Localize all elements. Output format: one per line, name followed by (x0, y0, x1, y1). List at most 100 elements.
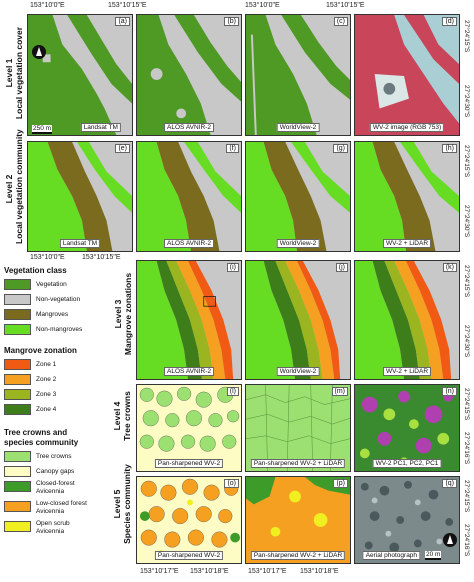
lon-label: 153°10'15"E (82, 254, 121, 261)
image-panel-n: (n) WV-2 PC1, PC2, PC1 (354, 384, 460, 472)
lat-label: 27°24'30"S (463, 85, 470, 118)
map-panel-o: (o) Pan-sharpened WV-2 (136, 476, 242, 564)
lon-label: 153°10'0"E (245, 2, 280, 9)
panel-caption: Landsat TM (59, 239, 101, 248)
panel-caption: Pan-sharpened WV-2 (154, 459, 224, 468)
legend-label: Non-vegetation (36, 296, 81, 303)
level-4-title: Level 4 Tree crowns (112, 391, 132, 441)
panel-caption: WV-2 + LiDAR (382, 239, 432, 248)
panel-label: (q) (442, 479, 457, 488)
panel-label: (g) (333, 144, 348, 153)
level-1-title: Level 1 Local vegetation cover (4, 26, 24, 120)
panel-label: (o) (224, 479, 239, 488)
panel-label: (p) (333, 479, 348, 488)
lon-label: 153°10'15"E (326, 2, 365, 9)
legend-label: Zone 2 (36, 376, 57, 383)
panel-caption: Pan-sharpened WV-2 + LiDAR (250, 459, 346, 468)
lat-label: 27°24'15"S (463, 388, 470, 421)
legend-label: Closed-forest Avicennia (36, 480, 75, 495)
panel-caption: WorldView-2 (276, 239, 320, 248)
map-panel-b: (b) ALOS AVNIR-2 (136, 14, 242, 136)
panel-caption: WV-2 + LiDAR (382, 367, 432, 376)
legend-swatch (4, 359, 31, 370)
panel-label: (c) (333, 17, 348, 26)
panel-label: (l) (226, 387, 239, 396)
panel-label: (e) (115, 144, 130, 153)
lat-label: 27°24'15"S (463, 480, 470, 513)
north-arrow-icon (443, 533, 457, 547)
lon-label: 153°10'0"E (30, 2, 65, 9)
legend-swatch (4, 451, 31, 462)
panel-caption: WorldView-2 (276, 123, 320, 132)
legend-label: Non-mangroves (36, 326, 83, 333)
panel-caption: ALOS AVNIR-2 (164, 239, 214, 248)
lat-label: 27°24'16"S (463, 432, 470, 465)
legend-label: Canopy gaps (36, 468, 75, 475)
lon-label: 153°10'17"E (248, 568, 287, 575)
panel-caption: Landsat TM (80, 123, 121, 132)
panel-caption: ALOS AVNIR-2 (164, 123, 214, 132)
lat-label: 27°24'16"S (463, 524, 470, 557)
lat-label: 27°24'30"S (463, 205, 470, 238)
panel-caption: WorldView-2 (276, 367, 320, 376)
legend-label: Mangroves (36, 311, 69, 318)
panel-label: (j) (335, 263, 348, 272)
map-panel-a: 250 m (a) Landsat TM (27, 14, 133, 136)
legend-title-vegetation: Vegetation class (4, 266, 67, 275)
map-panel-f: (f) ALOS AVNIR-2 (136, 141, 242, 252)
panel-caption: Pan-sharpened WV-2 + LiDAR (250, 551, 346, 560)
legend-title-tree-crowns: Tree crowns and species community (4, 428, 79, 447)
lon-label: 153°10'18"E (190, 568, 229, 575)
lon-label: 153°10'17"E (140, 568, 179, 575)
map-panel-i: (i) ALOS AVNIR-2 (136, 260, 242, 380)
panel-label: (f) (226, 144, 239, 153)
scale-bar: 20 m (425, 551, 442, 560)
legend-label: Zone 3 (36, 391, 57, 398)
map-panel-l: (l) Pan-sharpened WV-2 (136, 384, 242, 472)
lat-label: 27°24'30"S (463, 325, 470, 358)
panel-label: (k) (442, 263, 457, 272)
panel-label: (h) (442, 144, 457, 153)
map-panel-g: (g) WorldView-2 (245, 141, 351, 252)
panel-label: (a) (115, 17, 130, 26)
legend-label: Open scrub Avicennia (36, 520, 70, 535)
lat-label: 27°24'15"S (463, 20, 470, 53)
legend-swatch (4, 481, 31, 492)
legend-swatch (4, 374, 31, 385)
legend-swatch (4, 521, 31, 532)
map-panel-h: (h) WV-2 + LiDAR (354, 141, 460, 252)
legend-swatch (4, 294, 31, 305)
legend-swatch (4, 404, 31, 415)
level-3-title: Level 3 Mangrove zonations (113, 272, 133, 356)
map-panel-m: (m) Pan-sharpened WV-2 + LiDAR (245, 384, 351, 472)
image-panel-q: 20 m (q) Aerial photograph (354, 476, 460, 564)
panel-caption: WV-2 image (RGB 753) (369, 123, 445, 132)
legend-swatch (4, 466, 31, 477)
lon-label: 153°10'18"E (300, 568, 339, 575)
legend-label: Zone 1 (36, 361, 57, 368)
panel-label: (m) (331, 387, 348, 396)
map-panel-e: (e) Landsat TM (27, 141, 133, 252)
legend-swatch (4, 389, 31, 400)
panel-caption: Aerial photograph (362, 551, 421, 560)
lon-label: 153°10'15"E (108, 2, 147, 9)
lat-label: 27°24'15"S (463, 265, 470, 298)
legend-swatch (4, 501, 31, 512)
panel-caption: Pan-sharpened WV-2 (154, 551, 224, 560)
legend-swatch (4, 324, 31, 335)
legend-swatch (4, 279, 31, 290)
lon-label: 153°10'0"E (30, 254, 65, 261)
image-panel-d: (d) WV-2 image (RGB 753) (354, 14, 460, 136)
legend-title-zonation: Mangrove zonation (4, 346, 77, 355)
level-2-title: Level 2 Local vegetation community (4, 129, 24, 244)
scale-bar: 250 m (32, 125, 53, 134)
map-panel-k: (k) WV-2 + LiDAR (354, 260, 460, 380)
legend-swatch (4, 309, 31, 320)
north-arrow-icon (32, 45, 46, 59)
panel-label: (i) (226, 263, 239, 272)
map-panel-p: (p) Pan-sharpened WV-2 + LiDAR (245, 476, 351, 564)
legend-label: Low-closed forest Avicennia (36, 500, 87, 515)
level-5-title: Level 5 Species community (112, 464, 132, 544)
map-panel-c: (c) WorldView-2 (245, 14, 351, 136)
lat-label: 27°24'15"S (463, 145, 470, 178)
